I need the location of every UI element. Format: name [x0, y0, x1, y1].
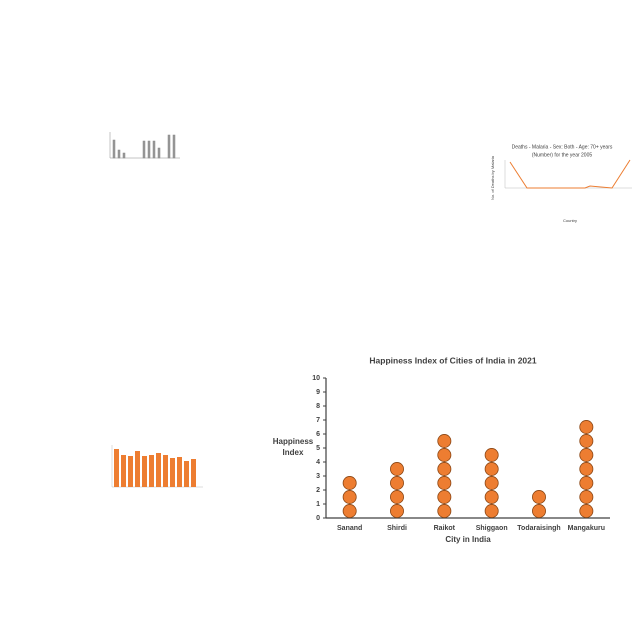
- dot: [484, 448, 499, 462]
- y-tick-label: 9: [316, 389, 320, 396]
- dot: [532, 490, 546, 504]
- bar: [117, 149, 121, 159]
- dot: [532, 504, 546, 518]
- dot: [579, 434, 594, 448]
- bar: [112, 139, 116, 159]
- bar: [157, 147, 161, 159]
- dot: [579, 420, 594, 434]
- bar: [170, 458, 175, 487]
- dot: [390, 504, 404, 518]
- bar: [167, 134, 171, 159]
- main-chart: Happiness Index of Cities of India in 20…: [272, 355, 610, 544]
- line: [509, 159, 631, 189]
- y-axis-label-box: Happiness Index: [272, 437, 314, 457]
- thumbnail-title: Deaths - Malaria - Sex: Both - Age: 70+ …: [512, 144, 613, 150]
- dot: [484, 490, 499, 504]
- dot: [484, 504, 499, 518]
- x-axis-label: City in India: [445, 535, 491, 544]
- y-tick-label: 2: [316, 487, 320, 494]
- bar: [142, 456, 147, 487]
- y-tick-label: 5: [316, 445, 320, 452]
- bar: [142, 140, 146, 159]
- dot: [579, 462, 594, 476]
- bar: [135, 451, 140, 487]
- y-tick-label: 8: [316, 403, 320, 410]
- x-tick-label: Todaraisingh: [517, 525, 560, 532]
- dot: [484, 476, 499, 490]
- thumbnail-y-label: No. of Deaths by Malaria: [490, 155, 495, 200]
- chart-title: Happiness Index of Cities of India in 20…: [369, 355, 536, 365]
- dot: [484, 462, 499, 476]
- dot: [579, 504, 594, 518]
- dot: [342, 476, 357, 490]
- y-tick-label: 7: [316, 417, 320, 424]
- y-tick-label: 10: [312, 375, 320, 382]
- thumbnail-title: (Number) for the year 2005: [532, 152, 593, 158]
- bar: [177, 457, 182, 487]
- dot: [390, 490, 404, 504]
- bar: [114, 449, 119, 487]
- bar: [184, 461, 189, 487]
- thumbnail-chart: Deaths - Malaria - Sex: Both - Age: 70+ …: [490, 144, 632, 223]
- dot: [579, 476, 594, 490]
- thumbnail-chart: [111, 445, 203, 488]
- x-tick-label: Sanand: [337, 525, 362, 532]
- bar: [147, 140, 151, 159]
- x-tick-label: Shirdi: [387, 525, 407, 532]
- y-tick-label: 6: [316, 431, 320, 438]
- dot: [390, 476, 404, 490]
- bar: [163, 455, 168, 487]
- dot: [579, 448, 594, 462]
- x-tick-label: Raikot: [434, 525, 456, 532]
- x-tick-label: Mangakuru: [568, 525, 605, 532]
- dot: [437, 490, 452, 504]
- dot: [437, 434, 452, 448]
- bar: [152, 140, 156, 159]
- bar: [156, 453, 161, 487]
- y-tick-label: 0: [316, 515, 320, 522]
- bar: [191, 459, 196, 487]
- dot: [437, 462, 452, 476]
- bar: [121, 455, 126, 487]
- dot: [437, 448, 452, 462]
- y-tick-label: 1: [316, 501, 320, 508]
- bar: [122, 152, 126, 159]
- thumbnail-x-label: Country: [563, 218, 577, 223]
- dot: [390, 462, 404, 476]
- dot: [342, 504, 357, 518]
- y-axis-label: Happiness Index: [272, 437, 314, 457]
- dot: [437, 504, 452, 518]
- x-tick-label: Shiggaon: [476, 525, 508, 532]
- bar: [128, 456, 133, 487]
- dot: [579, 490, 594, 504]
- bar: [149, 455, 154, 487]
- thumbnail-chart: [109, 132, 180, 159]
- bar: [172, 134, 176, 159]
- y-tick-label: 3: [316, 473, 320, 480]
- dot: [437, 476, 452, 490]
- y-tick-label: 4: [316, 459, 320, 466]
- dot: [342, 490, 357, 504]
